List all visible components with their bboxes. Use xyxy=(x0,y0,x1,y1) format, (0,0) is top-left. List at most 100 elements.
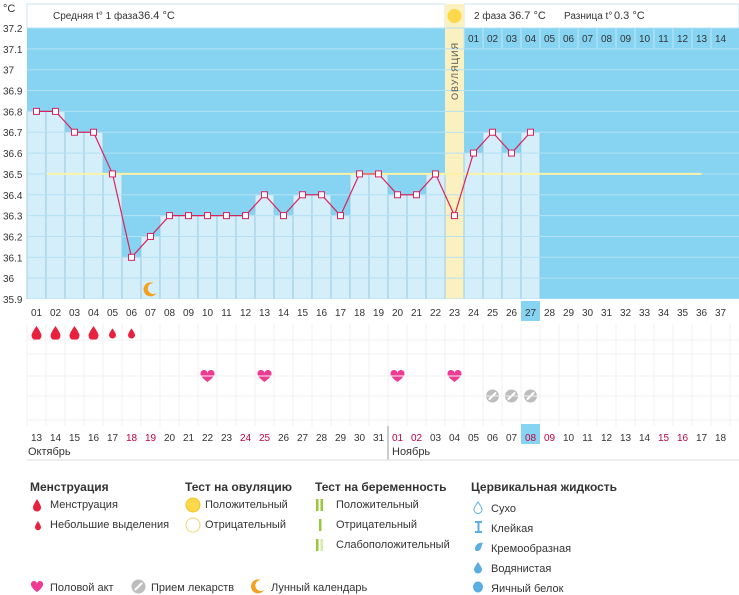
temperature-point xyxy=(90,128,97,136)
cycle-day-label: 24 xyxy=(468,308,480,319)
calendar-date-label: 15 xyxy=(69,433,81,444)
legend-cervical-creamy: Кремообразная xyxy=(491,543,572,555)
current-date-marker xyxy=(521,424,540,444)
temperature-point xyxy=(413,191,420,199)
calendar-date-label: 05 xyxy=(468,433,480,444)
cycle-day-label: 06 xyxy=(126,308,138,319)
bbt-chart: 01 02 03 04 05 06 07 08 09 10 11 12 13 14 37.2 37.1 37 36… xyxy=(3,3,739,461)
calendar-date-label: 31 xyxy=(373,433,385,444)
diff-value: 0.3 °C xyxy=(614,10,645,22)
ovulation-positive-icon xyxy=(185,497,201,513)
watery-drop-icon xyxy=(474,562,482,574)
temperature-point xyxy=(261,191,268,199)
cycle-day-label: 01 xyxy=(31,308,43,319)
cycle-day-label: 26 xyxy=(506,308,518,319)
current-day-marker xyxy=(521,301,540,321)
cycle-day-label: 28 xyxy=(544,308,556,319)
legend-menstruation: Менструация xyxy=(50,499,118,511)
calendar-date-label: 04 xyxy=(449,433,461,444)
calendar-date-label: 20 xyxy=(164,433,176,444)
legend-menstruation-title: Менструация xyxy=(30,480,109,494)
cycle-day-label: 27 xyxy=(525,308,537,319)
temperature-point xyxy=(242,212,249,220)
cycle-day-label: 15 xyxy=(297,308,309,319)
y-tick-label: 36.6 xyxy=(3,149,23,160)
temperature-point xyxy=(185,212,192,220)
legend-medication: Прием лекарств xyxy=(151,582,235,594)
ovulation-label: ОВУЛЯЦИЯ xyxy=(450,42,460,100)
post-ovulation-day-label: 01 xyxy=(468,34,480,45)
cycle-day-label: 36 xyxy=(696,308,708,319)
blood-drop-icon xyxy=(33,499,41,512)
calendar-date-label: 15 xyxy=(658,433,670,444)
calendar-date-label: 02 xyxy=(411,433,423,444)
cycle-day-label: 22 xyxy=(430,308,442,319)
cycle-day-label: 34 xyxy=(658,308,670,319)
temperature-point xyxy=(508,149,515,157)
post-ovulation-day-label: 07 xyxy=(582,34,594,45)
cycle-day-label: 05 xyxy=(107,308,119,319)
temperature-point xyxy=(223,212,230,220)
post-ovulation-day-label: 09 xyxy=(620,34,632,45)
temperature-point xyxy=(128,253,135,261)
y-tick-label: 36.7 xyxy=(3,128,23,139)
cycle-day-label: 31 xyxy=(601,308,613,319)
calendar-date-label: 29 xyxy=(335,433,347,444)
calendar-date-label: 14 xyxy=(639,433,651,444)
y-tick-label: 36.3 xyxy=(3,212,23,223)
temperature-point xyxy=(71,128,78,136)
cycle-day-label: 09 xyxy=(183,308,195,319)
temperature-point xyxy=(337,212,344,220)
temperature-point xyxy=(451,212,458,220)
small-drop-icon xyxy=(35,521,41,531)
temperature-point xyxy=(318,191,325,199)
temperature-point xyxy=(280,212,287,220)
small-bleeding-drop-icon xyxy=(109,328,116,339)
cycle-day-label: 18 xyxy=(354,308,366,319)
moon-icon xyxy=(251,579,264,594)
post-ovulation-day-label: 05 xyxy=(544,34,556,45)
calendar-date-label: 22 xyxy=(202,433,214,444)
symptom-rows xyxy=(26,299,739,461)
temperature-bar xyxy=(45,110,66,300)
calendar-date-label: 25 xyxy=(259,433,271,444)
temperature-point xyxy=(356,170,363,178)
calendar-date-label: 13 xyxy=(31,433,43,444)
cycle-day-label: 32 xyxy=(620,308,632,319)
calendar-date-label: 18 xyxy=(126,433,138,444)
calendar-date-label: 17 xyxy=(696,433,708,444)
post-ovulation-day-label: 08 xyxy=(601,34,613,45)
cycle-day-label: 20 xyxy=(392,308,404,319)
egg-white-icon xyxy=(473,581,483,593)
temperature-bar xyxy=(26,110,47,300)
cycle-day-label: 33 xyxy=(639,308,651,319)
legend-cervical-egg-white: Яичный белок xyxy=(491,583,564,595)
y-tick-label: 37.1 xyxy=(3,45,23,56)
y-tick-label: 37 xyxy=(3,66,15,77)
cycle-day-label: 30 xyxy=(582,308,594,319)
dry-drop-icon xyxy=(473,501,483,514)
legend-cervical-title: Цервикальная жидкость xyxy=(471,480,618,494)
post-ovulation-day-label: 12 xyxy=(677,34,689,45)
cycle-day-label: 25 xyxy=(487,308,499,319)
temperature-bar xyxy=(254,194,275,300)
cycle-day-label: 35 xyxy=(677,308,689,319)
moon-icon xyxy=(143,282,157,297)
unit-label: °C xyxy=(3,3,15,15)
calendar-date-label: 12 xyxy=(601,433,613,444)
cycle-day-label: 08 xyxy=(164,308,176,319)
cycle-day-label: 04 xyxy=(88,308,100,319)
chart-labels: 01 02 03 04 05 06 07 08 09 10 11 12 13 14 37.2 37.1 37 36… xyxy=(3,24,726,444)
calendar-date-label: 09 xyxy=(544,433,556,444)
post-ovulation-day-label: 13 xyxy=(696,34,708,45)
calendar-date-label: 01 xyxy=(392,433,404,444)
calendar-date-label: 08 xyxy=(525,433,537,444)
phase1-label: Средняя t° 1 фаза xyxy=(53,10,138,22)
ovulation-sun-icon xyxy=(447,9,462,23)
calendar-date-label: 16 xyxy=(677,433,689,444)
ovulation-band xyxy=(445,28,464,299)
creamy-icon xyxy=(475,542,483,552)
temperature-point xyxy=(432,170,439,178)
cycle-day-label: 03 xyxy=(69,308,81,319)
pregnancy-negative-icon xyxy=(319,519,322,531)
